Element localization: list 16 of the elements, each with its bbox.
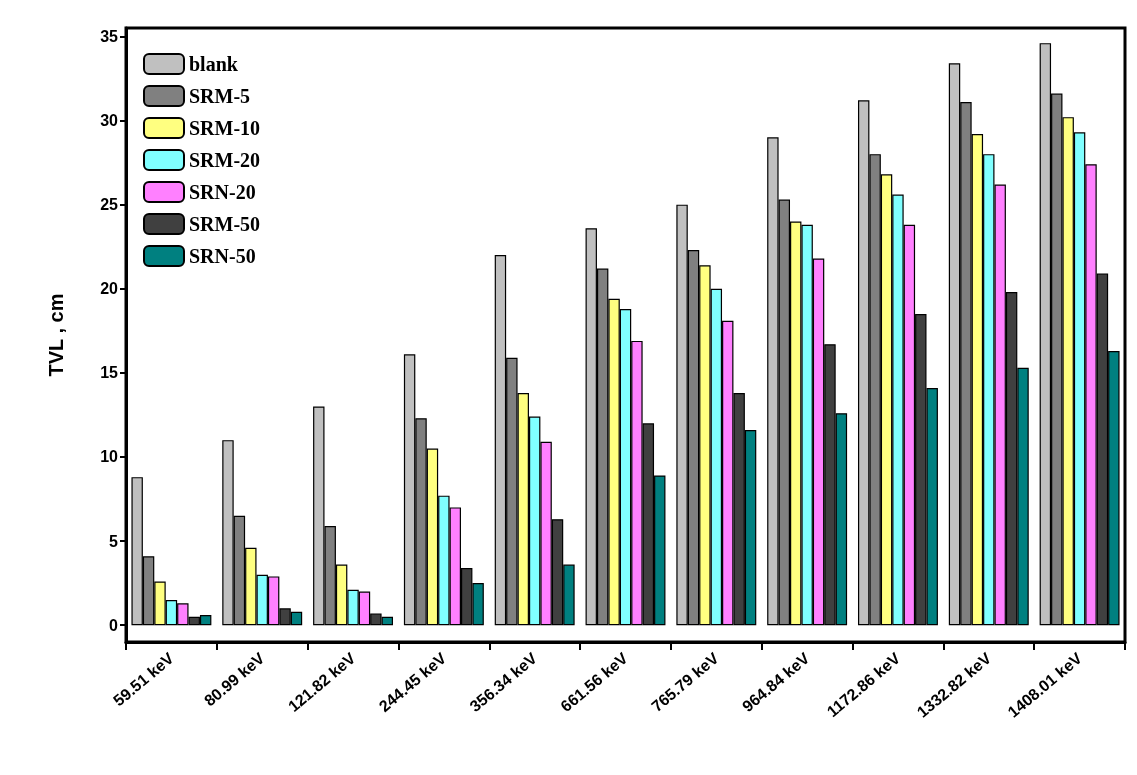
y-tick-label: 5 — [109, 532, 119, 550]
legend-label: SRM-5 — [189, 85, 251, 107]
legend-label: SRN-50 — [189, 245, 256, 267]
y-tick-label: 20 — [100, 280, 119, 298]
legend-label: blank — [189, 53, 239, 75]
legend-label: SRM-10 — [189, 117, 261, 139]
y-axis-title: TVL , cm — [45, 293, 67, 377]
y-tick-label: 35 — [100, 27, 119, 45]
legend-label: SRM-20 — [189, 149, 261, 171]
y-tick-label: 25 — [100, 196, 119, 214]
y-tick-label: 15 — [100, 364, 119, 382]
legend-label: SRN-20 — [189, 181, 256, 203]
y-tick-label: 10 — [100, 448, 119, 466]
y-tick-label: 30 — [100, 112, 119, 130]
y-tick-label: 0 — [109, 616, 119, 634]
legend-label: SRM-50 — [189, 213, 261, 235]
